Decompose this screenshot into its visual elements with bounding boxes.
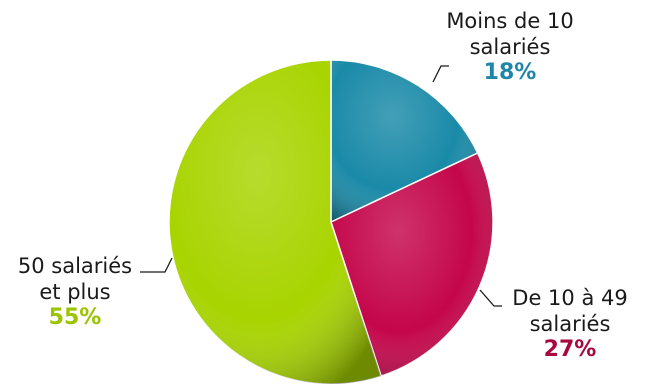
slice-de-10-a-49-shading xyxy=(331,153,494,377)
slice-label-line2: salariés xyxy=(529,312,611,336)
slice-label-line1: Moins de 10 xyxy=(446,9,574,33)
slice-label-line1: De 10 à 49 xyxy=(512,286,628,310)
slice-label-line2: salariés xyxy=(469,35,551,59)
slice-label-de-10-a-49: De 10 à 49 salariés 27% xyxy=(490,285,647,363)
slice-50-et-plus-shading xyxy=(168,60,382,384)
leader-line-50-et-plus xyxy=(140,257,173,273)
slice-label-line2: et plus xyxy=(39,280,111,304)
slice-label-line1: 50 salariés xyxy=(17,254,133,278)
slice-value: 18% xyxy=(483,60,537,85)
slice-label-moins-de-10: Moins de 10 salariés 18% xyxy=(410,8,610,86)
slice-value: 27% xyxy=(543,337,597,362)
slice-value: 55% xyxy=(48,305,102,330)
slice-label-50-et-plus: 50 salariés et plus 55% xyxy=(0,253,150,331)
leader-line-de-10-a-49 xyxy=(479,289,502,307)
slice-moins-de-10-shading xyxy=(331,60,478,222)
leader-line-moins-de-10 xyxy=(432,65,449,83)
